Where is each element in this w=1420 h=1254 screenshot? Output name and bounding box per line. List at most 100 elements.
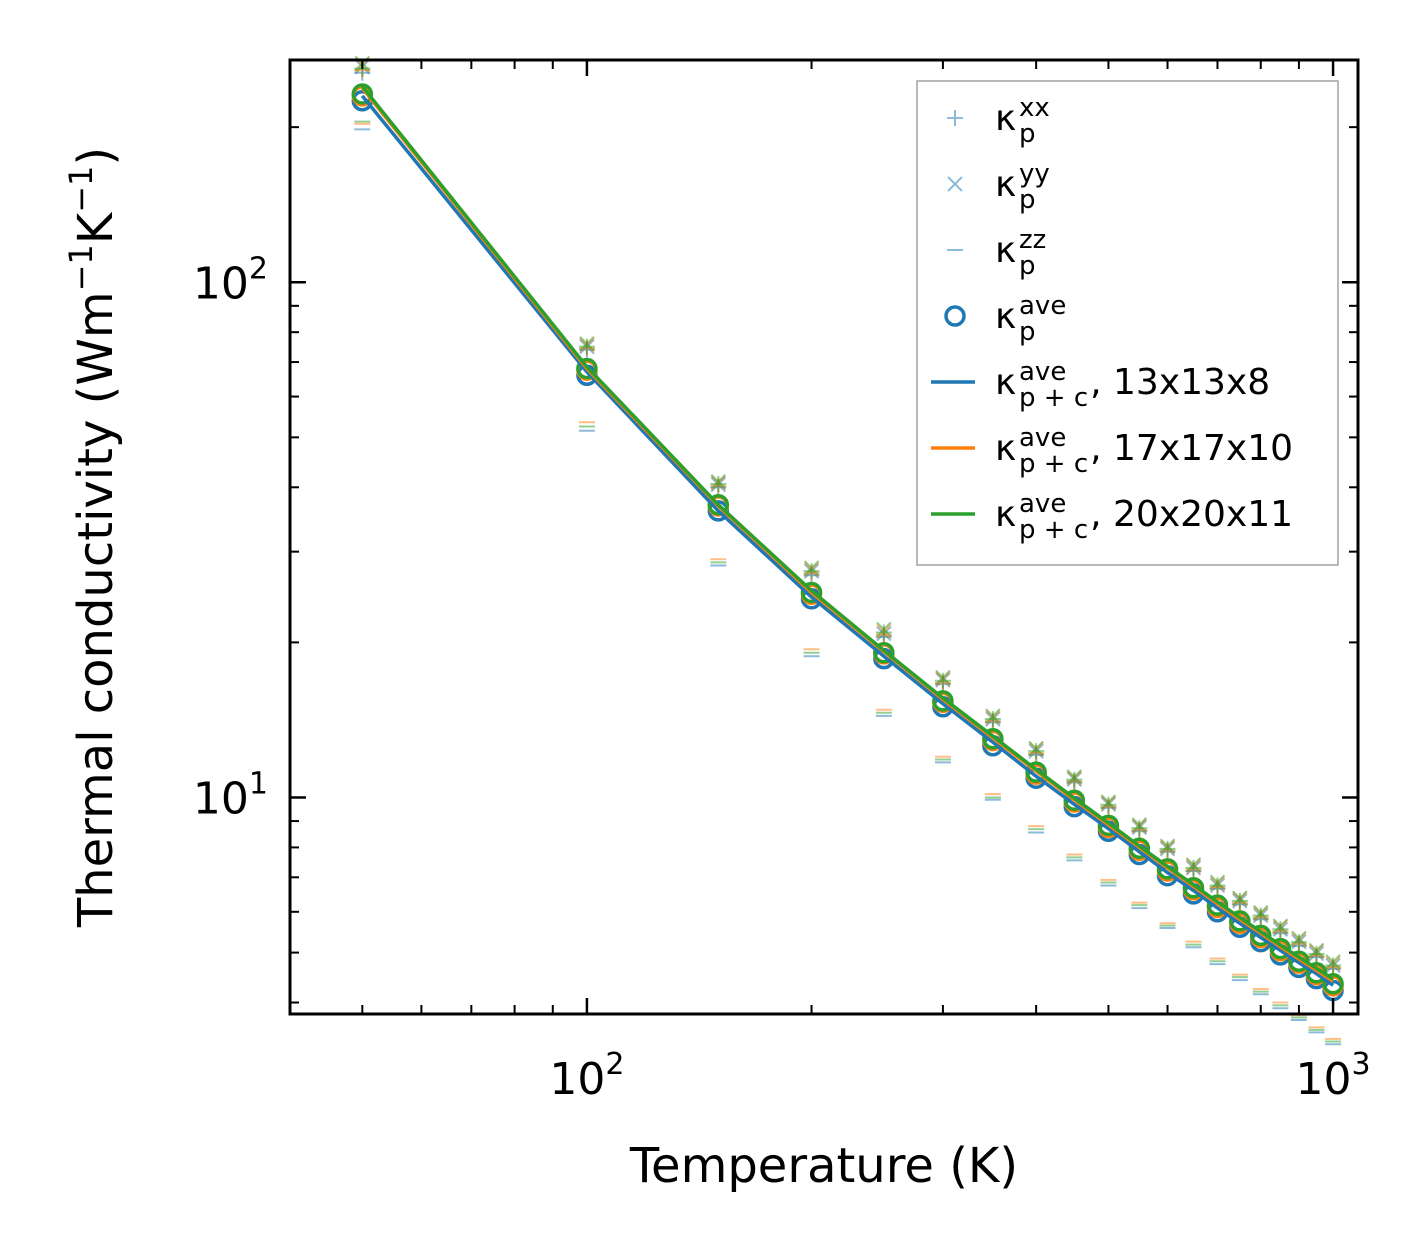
legend-circle-marker <box>944 305 966 327</box>
kappa-p-yy-point <box>710 474 727 490</box>
data-layer <box>351 55 1344 1046</box>
kappa-p-ave-point <box>1229 910 1251 932</box>
kappa-p-yy-point <box>876 621 892 638</box>
y-axis-label: Thermal conductivity (Wm−1K−1) <box>62 147 124 928</box>
kappa-p-xx-point <box>1131 820 1148 837</box>
kappa-p-yy-point <box>1159 838 1176 854</box>
legend-plus-marker <box>947 110 963 126</box>
kappa-p-xx-point <box>984 711 1001 728</box>
legend-label-sub: p + c <box>1019 449 1088 479</box>
x-tick-label: 102 <box>549 1047 624 1105</box>
kappa-p-xx-point <box>1209 877 1226 894</box>
ticks-layer: 102 103 101 102 <box>193 60 1371 1105</box>
kappa-p-yy-point <box>1272 918 1289 934</box>
kappa-p-xx-point <box>1231 892 1248 909</box>
kappa-p-ave-point <box>1097 814 1120 837</box>
y-tick-label: 101 <box>193 766 268 824</box>
kappa-p-ave-point <box>1025 761 1047 783</box>
kappa-p-yy-point <box>1253 904 1269 921</box>
kappa-p-yy-point <box>803 560 820 576</box>
kappa-p-ave-point <box>576 357 598 380</box>
kappa-p-ave-point <box>1156 858 1179 880</box>
legend-label-sub: p + c <box>1019 515 1088 545</box>
series-20x20x11-ave <box>351 83 1344 995</box>
legend-box <box>916 80 1339 566</box>
plot-frame <box>288 58 1360 1016</box>
legend-label: κ <box>995 428 1016 469</box>
kappa-p-yy-point <box>1066 769 1083 785</box>
legend-label: κ <box>995 494 1016 535</box>
legend-label-suffix: , 20x20x11 <box>1090 494 1293 535</box>
kappa-p-ave-point <box>707 493 730 516</box>
kappa-p-xx-point <box>1272 921 1289 938</box>
kappa-p-ave-point <box>982 728 1004 750</box>
legend-label-sup: ave <box>1019 357 1066 387</box>
legend-label-sup: yy <box>1019 159 1050 189</box>
legend-entry-2: κ zzp <box>947 225 1046 281</box>
kappa-p-ave-point <box>1269 937 1292 960</box>
kappa-p-ave-point <box>1182 877 1205 899</box>
legend-label-suffix: , 17x17x10 <box>1090 428 1293 469</box>
kappa-p-yy-point <box>935 669 951 686</box>
kappa-p-yy-point <box>1131 817 1148 833</box>
x-tick-label: 103 <box>1296 1047 1371 1105</box>
legend-cross-marker <box>947 176 963 192</box>
legend-label-suffix: , 13x13x8 <box>1090 362 1270 403</box>
legend-label: κ <box>995 98 1016 139</box>
legend-entry-1: κ yyp <box>947 159 1050 215</box>
series-20x20x11 <box>354 55 1342 1043</box>
kappa-p-yy-point <box>1325 954 1341 970</box>
legend-entry-0: κ xxp <box>947 93 1050 149</box>
kappa-p-ave-point <box>1063 789 1086 811</box>
kappa-p-xx-point <box>1028 743 1045 760</box>
kappa-p-xx-point <box>1308 945 1325 962</box>
kappa-p-yy-point <box>1308 942 1325 959</box>
kappa-p-xx-point <box>1325 957 1342 974</box>
x-axis-label: Temperature (K) <box>629 1138 1018 1194</box>
kappa-p-xx-point <box>710 475 727 492</box>
kappa-p-xx-point <box>1159 840 1176 857</box>
kappa-p-yy-point <box>1028 740 1044 757</box>
legend-label-sub: p <box>1019 185 1036 215</box>
kappa-p-xx-point <box>578 338 595 355</box>
kappa-p-yy-point <box>1100 794 1117 810</box>
legend-label: κ <box>995 164 1016 205</box>
kappa-p-yy-point <box>1291 930 1307 946</box>
kappa-p-xx-point <box>803 563 820 580</box>
legend-label: κ <box>995 230 1016 271</box>
legend-label-sup: xx <box>1019 93 1050 123</box>
kappa-p-ave-point <box>1128 837 1151 860</box>
kappa-p-ave-point <box>873 641 895 664</box>
legend-label-sub: p <box>1019 119 1036 149</box>
kappa-p-xx-point <box>1252 907 1269 924</box>
kappa-p-xx-point <box>1066 771 1083 788</box>
kappa-p-xx-point <box>1100 796 1117 813</box>
kappa-p-ave-point <box>351 83 374 105</box>
legend-label-sub: p <box>1019 317 1036 347</box>
y-tick-label: 102 <box>193 251 268 309</box>
kappa-pc-ave-line-20x20x11 <box>360 85 1335 981</box>
legend-label-sub: p + c <box>1019 383 1088 413</box>
kappa-p-ave-point <box>1322 973 1344 995</box>
legend-label-sup: ave <box>1019 291 1066 321</box>
kappa-p-ave-point <box>1250 924 1272 947</box>
kappa-p-xx-point <box>875 624 892 641</box>
kappa-pc-ave-line-13x13x8 <box>360 94 1335 987</box>
legend-label-sup: ave <box>1019 423 1066 453</box>
legend-label: κ <box>995 296 1016 337</box>
kappa-p-yy-point <box>1232 890 1248 906</box>
kappa-p-yy-point <box>1185 857 1202 873</box>
kappa-p-xx-point <box>1290 934 1307 951</box>
kappa-p-xx-point <box>1185 859 1202 876</box>
legend-label-sup: zz <box>1019 225 1046 255</box>
kappa-p-yy-point <box>985 708 1001 724</box>
legend-label-sub: p <box>1019 251 1036 281</box>
kappa-p-xx-point <box>934 672 951 689</box>
kappa-p-ave-point <box>800 581 823 604</box>
